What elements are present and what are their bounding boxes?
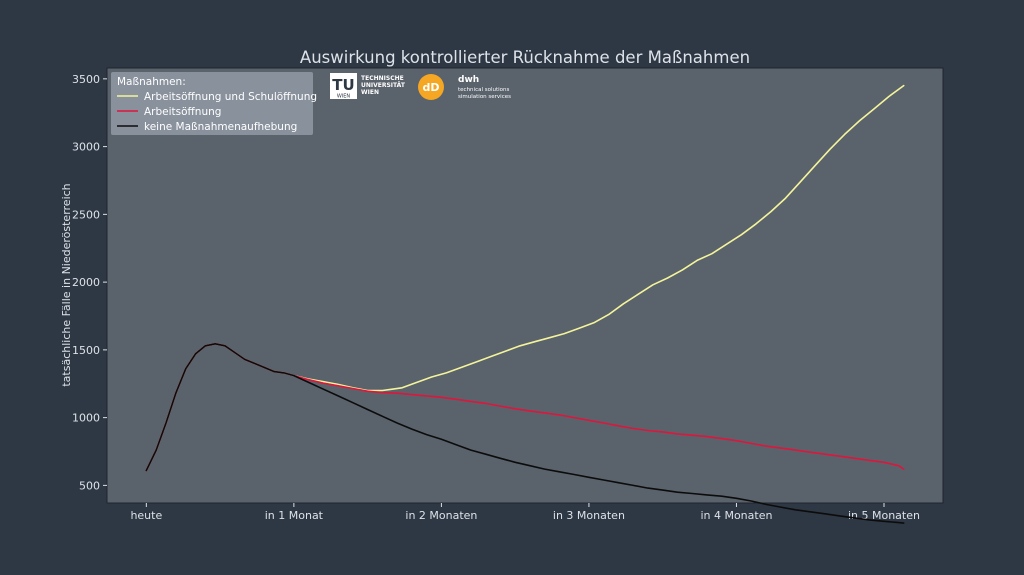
legend-entry-1: Arbeitsöffnung bbox=[144, 106, 221, 118]
x-tick-label: in 5 Monaten bbox=[848, 509, 920, 522]
tu-wien-logo-sub: WIEN bbox=[337, 94, 351, 100]
y-tick-label: 3000 bbox=[72, 141, 100, 154]
y-tick-label: 2000 bbox=[72, 276, 100, 289]
tu-wien-logo-line-1: UNIVERSITÄT bbox=[361, 82, 406, 89]
tu-wien-logo-line-2: WIEN bbox=[361, 89, 379, 96]
legend-title: Maßnahmen: bbox=[117, 76, 186, 88]
tu-wien-logo-line-0: TECHNISCHE bbox=[361, 75, 404, 82]
axes: 500 1000 1500 2000 2500 3000 3500 heute in 1 Mon… bbox=[72, 73, 920, 522]
series-line-keine-massnahmenaufhebung bbox=[145, 342, 905, 524]
dwh-logo: dD dwh technical solutions simulation se… bbox=[418, 74, 511, 100]
dwh-logo-letters: dD bbox=[422, 81, 439, 94]
x-tick-label: in 4 Monaten bbox=[700, 509, 772, 522]
y-tick-label: 2500 bbox=[72, 208, 100, 221]
x-tick-label: in 1 Monat bbox=[265, 509, 324, 522]
legend-entry-2: keine Maßnahmenaufhebung bbox=[144, 121, 297, 133]
y-tick-label: 500 bbox=[79, 479, 100, 492]
x-tick-label: in 3 Monaten bbox=[553, 509, 625, 522]
dwh-logo-mark bbox=[418, 74, 444, 100]
chart-title: Auswirkung kontrollierter Rücknahme der … bbox=[300, 48, 750, 67]
legend: Maßnahmen: Arbeitsöffnung und Schulöffnu… bbox=[111, 72, 317, 135]
y-tick-label: 3500 bbox=[72, 73, 100, 86]
y-tick-label: 1500 bbox=[72, 344, 100, 357]
y-axis-label: tatsächliche Fälle in Niederösterreich bbox=[60, 183, 73, 386]
legend-box bbox=[111, 72, 313, 135]
x-tick-label: heute bbox=[130, 509, 162, 522]
plot-area bbox=[106, 67, 944, 504]
series-layer bbox=[145, 84, 905, 524]
y-tick-label: 1000 bbox=[72, 412, 100, 425]
tu-wien-logo-letters: TU bbox=[332, 76, 354, 94]
dwh-logo-line-0: technical solutions bbox=[458, 87, 510, 93]
legend-entry-0: Arbeitsöffnung und Schulöffnung bbox=[144, 91, 317, 103]
tu-wien-logo-mark bbox=[330, 73, 357, 99]
tu-wien-logo: TU WIEN TECHNISCHE UNIVERSITÄT WIEN bbox=[330, 73, 406, 100]
dwh-logo-line-1: simulation services bbox=[458, 94, 511, 100]
dwh-logo-name: dwh bbox=[458, 75, 479, 85]
x-tick-label: in 2 Monaten bbox=[405, 509, 477, 522]
